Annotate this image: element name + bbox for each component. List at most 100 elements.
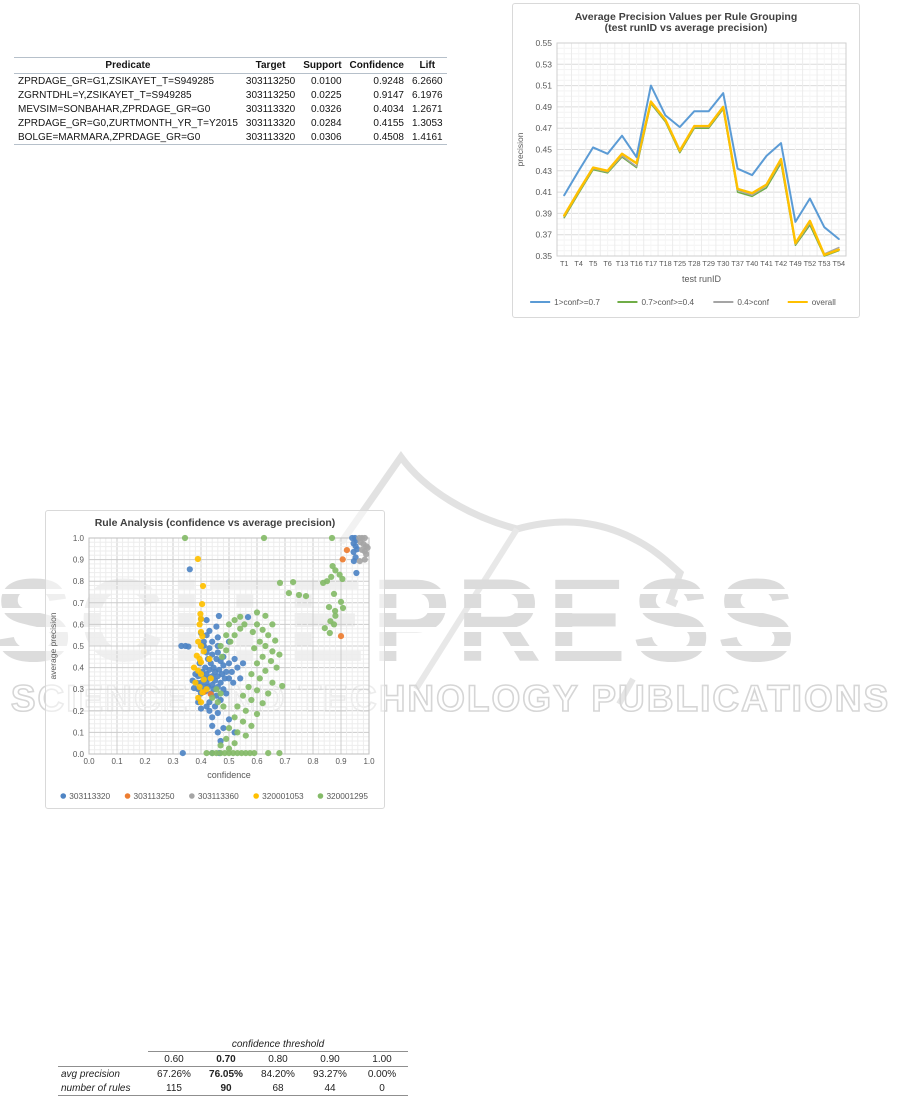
scatter-point-320001053 xyxy=(197,671,205,678)
scatter-point-320001295 xyxy=(239,718,247,725)
legend-label: overall xyxy=(812,298,836,307)
x-axis-tick-label: 0.6 xyxy=(251,757,263,766)
x-axis-tick-label: T54 xyxy=(832,259,845,268)
scatter-point-320001295 xyxy=(223,632,230,639)
rule-value-cell: 303113320 xyxy=(241,130,300,145)
scatter-point-320001295 xyxy=(337,598,345,605)
x-axis-tick-label: T6 xyxy=(603,259,612,268)
plane-tail-stroke xyxy=(616,677,636,706)
scatter-point-320001295 xyxy=(265,750,272,757)
rule-count-value: 68 xyxy=(252,1081,304,1096)
scatter-point-320001295 xyxy=(330,621,338,628)
rule-predicate-cell: ZGRNTDHL=Y,ZSIKAYET_T=S949285 xyxy=(18,89,192,101)
x-axis-tick-label: T16 xyxy=(630,259,643,268)
table-row: BOLGE=MARMARA,ZPRDAGE_GR=G0 303113320 0.03… xyxy=(14,130,447,145)
scatter-point-320001295 xyxy=(295,591,303,599)
scatter-point-303113320 xyxy=(217,679,224,686)
scatter-point-320001295 xyxy=(249,628,256,636)
scatter-point-320001053 xyxy=(197,699,205,706)
scatter-point-303113320 xyxy=(214,649,221,656)
scatter-point-320001295 xyxy=(328,573,335,580)
scatter-point-303113320 xyxy=(197,705,205,712)
table-row: ZPRDAGE_GR=G1,ZSIKAYET_T=S949285 30311325… xyxy=(14,74,447,89)
scatter-point-320001295 xyxy=(248,671,255,678)
scatter-point-320001295 xyxy=(239,692,247,699)
scatter-point-320001295 xyxy=(285,590,292,597)
threshold-columns-row: 0.60 0.70 0.80 0.90 1.00 xyxy=(58,1051,408,1067)
scatter-point-320001295 xyxy=(259,626,266,633)
threshold-col: 0.90 xyxy=(304,1051,356,1067)
scatter-point-303113320 xyxy=(185,643,192,650)
scatter-point-320001295 xyxy=(242,707,249,714)
x-axis-tick-label: 0.9 xyxy=(335,757,347,766)
scatter-point-320001295 xyxy=(269,648,276,655)
rule-value-cell: 303113320 xyxy=(245,103,296,115)
scatter-point-320001295 xyxy=(272,637,279,644)
y-axis-tick-label: 0.49 xyxy=(535,102,552,112)
x-axis-tick-label: T1 xyxy=(560,259,569,268)
scatter-point-320001295 xyxy=(256,638,263,645)
line-series-1>conf>=0.7 xyxy=(563,84,840,240)
scatter-point-303113360 xyxy=(356,558,363,565)
x-axis-tick-label: 0.1 xyxy=(111,757,123,766)
table-row: MEVSIM=SONBAHAR,ZPRDAGE_GR=G0 303113320 0.… xyxy=(14,102,447,116)
legend-label: 320001053 xyxy=(262,791,304,801)
x-axis-title: test runID xyxy=(682,274,722,284)
legend-label: 303113320 xyxy=(69,791,110,801)
line-chart-svg: 0.55 0.53 0.51 0.49 0.47 0.45 0.43 0.41 0.39 0.37… xyxy=(515,38,847,307)
rule-count-value: 0 xyxy=(356,1081,408,1096)
scatter-point-303113320 xyxy=(214,709,221,717)
scatter-point-303113320 xyxy=(230,679,237,686)
scatter-point-320001295 xyxy=(332,607,339,615)
y-axis-tick-label: 0.37 xyxy=(535,230,552,240)
y-axis-tick-label: 0.41 xyxy=(535,187,552,197)
y-axis-tick-label: 0.43 xyxy=(535,166,552,176)
rule-predicate-cell: BOLGE=MARMARA,ZPRDAGE_GR=G0 xyxy=(14,130,242,145)
col-header-support: Support xyxy=(299,57,346,74)
legend-label: 1>conf>=0.7 xyxy=(554,298,600,307)
scatter-point-320001295 xyxy=(223,735,230,742)
scatter-point-320001053 xyxy=(196,683,203,691)
scatter-point-320001053 xyxy=(194,555,201,563)
scatter-point-303113320 xyxy=(209,714,216,721)
scatter-point-320001295 xyxy=(225,621,233,628)
y-axis-tick-label: 0.1 xyxy=(73,728,85,737)
scatter-point-320001295 xyxy=(231,740,238,747)
x-axis-tick-label: 0.8 xyxy=(307,757,319,766)
x-axis-tick-label: T49 xyxy=(789,259,802,268)
rule-value-cell: 303113250 xyxy=(245,75,296,87)
empty-cell xyxy=(58,1051,148,1067)
rule-value-cell: 1.2671 xyxy=(411,103,443,115)
legend-label: 0.7>conf>=0.4 xyxy=(641,298,694,307)
scatter-chart-card: Rule Analysis (confidence vs average pre… xyxy=(45,510,385,809)
x-axis-tick-label: T41 xyxy=(760,259,773,268)
rule-value-cell: 303113250 xyxy=(245,89,296,101)
avg-precision-value: 84.20% xyxy=(261,1068,295,1080)
threshold-table-title: confidence threshold xyxy=(148,1037,408,1052)
rule-value-cell: 0.0284 xyxy=(310,117,342,129)
rules-table-body: ZPRDAGE_GR=G1,ZSIKAYET_T=S949285 30311325… xyxy=(14,74,447,145)
scatter-point-320001295 xyxy=(326,629,333,637)
scatter-point-320001295 xyxy=(242,732,249,739)
scatter-point-320001295 xyxy=(276,579,284,586)
scatter-point-320001295 xyxy=(269,679,276,686)
rule-value-cell: 0.0100 xyxy=(310,75,342,87)
rule-count-value: 115 xyxy=(148,1081,200,1096)
scatter-chart-svg: 0.00.0 0.1 0.1 0.2 0.2 0.3 0.3 0.4 0.4 0.5 0.5 0.6 0… xyxy=(48,534,375,801)
scatter-point-320001295 xyxy=(253,710,261,718)
scatter-point-320001295 xyxy=(332,612,339,619)
scatter-point-320001295 xyxy=(276,651,283,658)
table-row: ZPRDAGE_GR=G0,ZURTMONTH_YR_T=Y2015 303113… xyxy=(14,116,447,130)
scatter-point-320001295 xyxy=(265,690,272,697)
avg-precision-value-selected: 76.05% xyxy=(209,1068,243,1080)
scatter-point-320001295 xyxy=(328,534,336,542)
y-axis-tick-label: 1.0 xyxy=(73,534,85,543)
scatter-point-320001295 xyxy=(262,642,269,650)
y-axis-title: average precision xyxy=(48,612,58,679)
legend-label: 320001295 xyxy=(326,791,368,801)
col-header-lift: Lift xyxy=(407,57,447,74)
scatter-point-303113360 xyxy=(363,551,370,558)
plot-border xyxy=(556,42,847,257)
scatter-point-303113320 xyxy=(353,569,360,577)
scatter-point-320001295 xyxy=(339,604,347,612)
